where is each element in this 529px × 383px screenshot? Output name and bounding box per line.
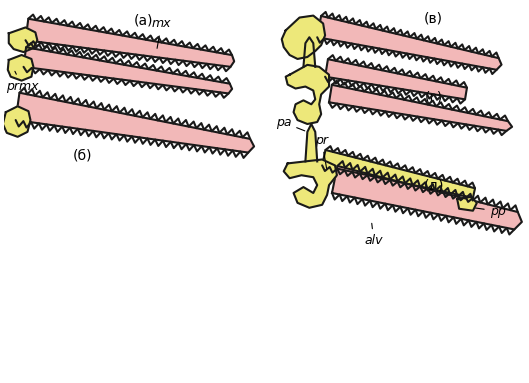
- Text: mx: mx: [152, 17, 171, 48]
- Polygon shape: [282, 16, 325, 59]
- Text: (в): (в): [424, 11, 443, 26]
- Text: prmx: prmx: [6, 71, 38, 93]
- Polygon shape: [16, 93, 254, 152]
- Polygon shape: [322, 150, 475, 198]
- Text: (д): (д): [423, 178, 444, 192]
- Text: pp: pp: [470, 205, 505, 218]
- Polygon shape: [286, 65, 329, 124]
- Text: (а): (а): [134, 14, 153, 28]
- Polygon shape: [332, 166, 522, 229]
- Text: alv: alv: [364, 223, 383, 247]
- Polygon shape: [325, 59, 467, 99]
- Polygon shape: [284, 159, 337, 208]
- Polygon shape: [317, 16, 501, 70]
- Text: pr: pr: [315, 134, 329, 169]
- Polygon shape: [3, 106, 31, 137]
- Text: (г): (г): [424, 90, 443, 105]
- Polygon shape: [9, 28, 38, 52]
- Polygon shape: [304, 37, 315, 67]
- Polygon shape: [457, 197, 477, 211]
- Polygon shape: [25, 19, 234, 67]
- Text: (б): (б): [73, 149, 93, 163]
- Polygon shape: [305, 124, 317, 162]
- Text: pa: pa: [276, 116, 305, 131]
- Polygon shape: [8, 55, 33, 81]
- Polygon shape: [329, 85, 512, 131]
- Polygon shape: [24, 47, 232, 93]
